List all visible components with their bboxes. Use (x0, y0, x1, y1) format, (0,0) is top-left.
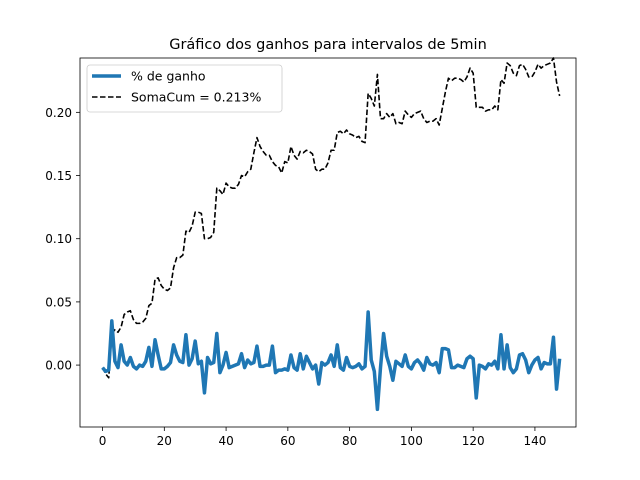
x-tick-label: 100 (400, 434, 423, 448)
x-tick-label: 20 (157, 434, 172, 448)
x-tick-label: 140 (523, 434, 546, 448)
legend-label-gain: % de ganho (131, 69, 206, 84)
plot-area (101, 57, 562, 412)
x-tick-label: 40 (218, 434, 233, 448)
x-tick-label: 80 (342, 434, 357, 448)
y-tick-label: 0.20 (45, 106, 72, 120)
x-tick-label: 60 (280, 434, 295, 448)
legend: % de ganho SomaCum = 0.213% (86, 64, 283, 113)
legend-box (86, 64, 283, 113)
series-line-gain (101, 310, 562, 412)
axis-ticks: 0 20 40 60 80 100 120 140 0.00 0.05 0.10 0.15 0.20 (45, 106, 546, 448)
y-tick-label: 0.00 (45, 359, 72, 373)
x-tick-label: 0 (99, 434, 107, 448)
x-tick-label: 120 (462, 434, 485, 448)
y-tick-label: 0.05 (45, 295, 72, 309)
axes-frame (79, 57, 577, 428)
legend-label-cumsum: SomaCum = 0.213% (131, 90, 261, 105)
y-tick-label: 0.10 (45, 232, 72, 246)
y-tick-label: 0.15 (45, 169, 72, 183)
chart-title: Gráfico dos ganhos para intervalos de 5m… (169, 37, 487, 53)
series-line-cumsum (101, 57, 561, 379)
